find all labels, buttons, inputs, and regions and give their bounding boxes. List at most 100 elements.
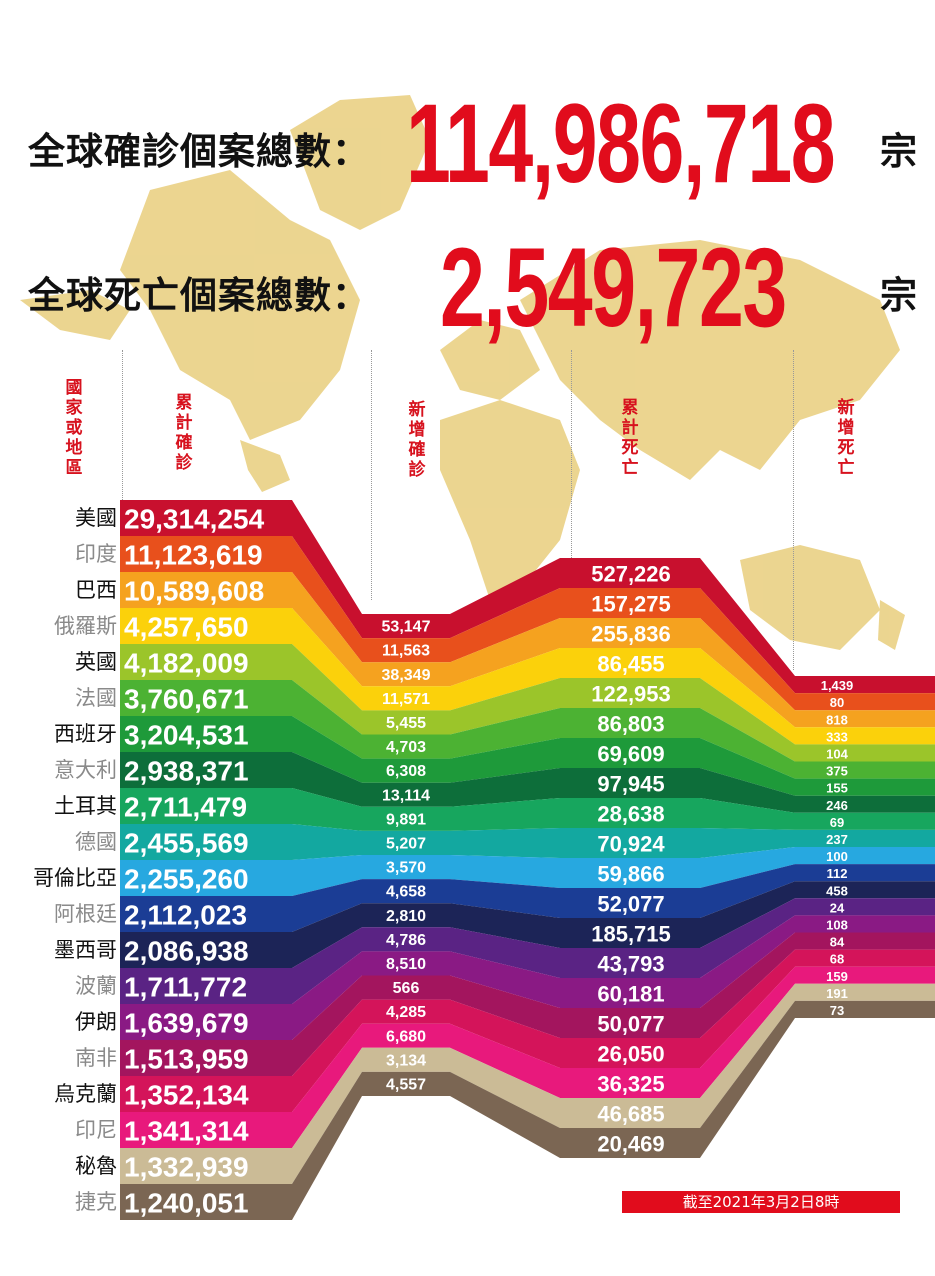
band-16 xyxy=(120,932,935,1076)
cases-value-16: 1,513,959 xyxy=(124,1044,249,1075)
new-deaths-value-1: 1,439 xyxy=(821,678,854,693)
band-19 xyxy=(120,983,935,1184)
cases-value-8: 2,938,371 xyxy=(124,756,249,787)
new-cases-value-11: 3,570 xyxy=(386,860,426,877)
new-cases-value-17: 4,285 xyxy=(386,1004,426,1021)
new-cases-value-5: 5,455 xyxy=(386,715,426,732)
deaths-value-16: 50,077 xyxy=(597,1012,664,1037)
band-20 xyxy=(120,1000,935,1220)
new-cases-value-3: 38,349 xyxy=(382,667,431,684)
new-cases-value-2: 11,563 xyxy=(382,643,430,660)
country-label-10: 德國 xyxy=(75,830,117,854)
cases-value-17: 1,352,134 xyxy=(124,1080,249,1111)
new-deaths-value-12: 112 xyxy=(827,866,848,881)
new-cases-value-9: 9,891 xyxy=(386,811,426,828)
deaths-value-10: 70,924 xyxy=(597,832,665,857)
deaths-value-7: 69,609 xyxy=(597,742,664,767)
band-6 xyxy=(120,680,935,779)
separator-1 xyxy=(122,350,123,500)
country-label-20: 捷克 xyxy=(75,1190,117,1214)
new-deaths-value-17: 68 xyxy=(830,952,844,967)
country-label-14: 波蘭 xyxy=(75,974,117,998)
new-deaths-value-16: 84 xyxy=(830,935,845,950)
new-deaths-value-20: 73 xyxy=(830,1003,844,1018)
deaths-value-5: 122,953 xyxy=(591,682,671,707)
cases-value-6: 3,760,671 xyxy=(124,684,249,715)
deaths-value-18: 36,325 xyxy=(597,1072,664,1097)
country-label-8: 意大利 xyxy=(54,758,117,782)
band-7 xyxy=(120,716,935,796)
band-17 xyxy=(120,949,935,1112)
new-deaths-value-3: 818 xyxy=(826,712,848,727)
country-label-5: 英國 xyxy=(75,650,117,674)
new-cases-value-4: 11,571 xyxy=(382,691,430,708)
cases-value-2: 11,123,619 xyxy=(124,540,263,571)
deaths-value-6: 86,803 xyxy=(597,712,664,737)
band-11 xyxy=(120,847,935,896)
country-label-16: 南非 xyxy=(75,1046,117,1070)
global-deaths-unit: 宗 xyxy=(880,274,917,317)
band-5 xyxy=(120,644,935,762)
new-deaths-value-2: 80 xyxy=(830,695,844,710)
new-cases-value-1: 53,147 xyxy=(382,619,431,636)
header-cumulative-deaths: 累計死亡 xyxy=(621,398,639,478)
deaths-value-3: 255,836 xyxy=(591,622,671,647)
country-label-12: 阿根廷 xyxy=(54,902,117,926)
cases-value-18: 1,341,314 xyxy=(124,1116,249,1147)
cases-value-3: 10,589,608 xyxy=(124,576,264,607)
country-label-11: 哥倫比亞 xyxy=(33,866,117,890)
deaths-value-13: 185,715 xyxy=(591,922,671,947)
footnote-date: 截至2021年3月2日8時 xyxy=(622,1191,900,1213)
new-cases-value-10: 5,207 xyxy=(386,835,426,852)
deaths-value-14: 43,793 xyxy=(597,952,664,977)
country-label-9: 土耳其 xyxy=(54,794,117,818)
new-cases-value-19: 3,134 xyxy=(386,1052,426,1069)
deaths-value-19: 46,685 xyxy=(597,1102,664,1127)
deaths-value-12: 52,077 xyxy=(597,892,664,917)
country-label-7: 西班牙 xyxy=(54,722,117,746)
cases-value-1: 29,314,254 xyxy=(124,504,265,535)
country-label-1: 美國 xyxy=(75,506,117,530)
country-label-4: 俄羅斯 xyxy=(54,614,117,638)
new-deaths-value-13: 458 xyxy=(826,883,848,898)
new-deaths-value-5: 104 xyxy=(826,746,848,761)
cases-value-14: 1,711,772 xyxy=(124,972,247,1003)
new-cases-value-8: 13,114 xyxy=(382,787,430,804)
band-10 xyxy=(120,824,935,860)
deaths-value-1: 527,226 xyxy=(591,562,671,587)
band-8 xyxy=(120,752,935,813)
separator-4 xyxy=(793,350,794,670)
new-cases-value-13: 2,810 xyxy=(386,908,426,925)
cases-value-7: 3,204,531 xyxy=(124,720,249,751)
cases-value-5: 4,182,009 xyxy=(124,648,249,679)
country-label-19: 秘魯 xyxy=(75,1154,117,1178)
cases-value-10: 2,455,569 xyxy=(124,828,249,859)
deaths-value-4: 86,455 xyxy=(597,652,664,677)
global-cases-unit: 宗 xyxy=(880,130,917,173)
band-13 xyxy=(120,881,935,968)
country-label-2: 印度 xyxy=(75,542,117,566)
cases-value-13: 2,086,938 xyxy=(124,936,249,967)
country-label-15: 伊朗 xyxy=(75,1010,117,1034)
new-deaths-value-10: 237 xyxy=(826,832,848,847)
global-deaths-label: 全球死亡個案總數： xyxy=(28,274,370,317)
new-cases-value-15: 8,510 xyxy=(386,956,426,973)
cases-value-11: 2,255,260 xyxy=(124,864,249,895)
new-deaths-value-7: 155 xyxy=(826,781,848,796)
band-3 xyxy=(120,572,935,728)
new-deaths-value-8: 246 xyxy=(826,798,848,813)
band-2 xyxy=(120,536,935,711)
separator-3 xyxy=(571,350,572,560)
deaths-value-15: 60,181 xyxy=(597,982,664,1007)
cases-value-15: 1,639,679 xyxy=(124,1008,249,1039)
band-15 xyxy=(120,915,935,1040)
new-deaths-value-18: 159 xyxy=(826,969,848,984)
new-deaths-value-9: 69 xyxy=(830,815,844,830)
band-18 xyxy=(120,966,935,1148)
band-14 xyxy=(120,898,935,1004)
new-deaths-value-6: 375 xyxy=(826,764,848,779)
band-1 xyxy=(120,500,935,694)
separator-2 xyxy=(371,350,372,600)
header-new-cases: 新增確診 xyxy=(408,400,426,480)
